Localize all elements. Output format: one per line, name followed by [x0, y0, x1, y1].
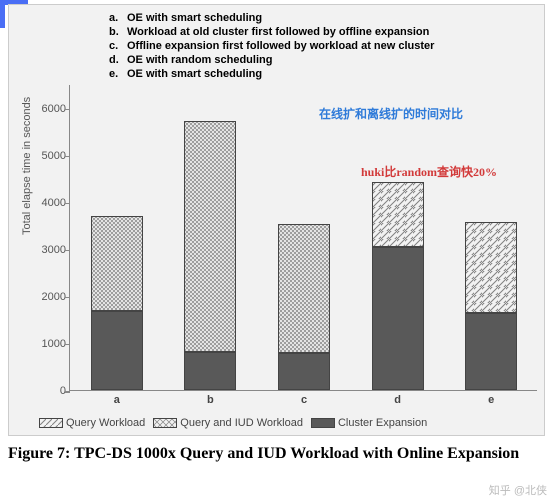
bar-seg-qiud — [184, 121, 236, 353]
ytick-label: 3000 — [42, 244, 66, 256]
figure-caption: Figure 7: TPC-DS 1000x Query and IUD Wor… — [8, 444, 538, 464]
legend-item: Cluster Expansion — [311, 417, 427, 429]
legend-label: Query and IUD Workload — [180, 417, 303, 429]
ytick-mark — [65, 250, 70, 252]
legend-item: Query Workload — [39, 417, 145, 429]
description-text: Offline expansion first followed by work… — [127, 40, 434, 52]
description-key: c. — [109, 39, 127, 53]
bar-seg-ce — [372, 247, 424, 390]
bar-seg-ce — [91, 311, 143, 390]
bar-seg-ce — [465, 313, 517, 390]
legend-label: Query Workload — [66, 417, 145, 429]
ytick-label: 5000 — [42, 150, 66, 162]
bar-b — [184, 84, 236, 390]
handwritten-annotation: 在线扩和离线扩的时间对比 — [319, 105, 463, 122]
y-axis-label: Total elapse time in seconds — [21, 97, 33, 235]
legend-swatch — [153, 418, 177, 428]
bar-seg-ce — [184, 352, 236, 390]
bar-a — [91, 84, 143, 390]
bar-seg-qw — [372, 182, 424, 247]
xtick-label: d — [372, 394, 424, 406]
bar-seg-qiud — [91, 216, 143, 311]
series-description-list: a.OE with smart schedulingb.Workload at … — [109, 11, 434, 81]
ytick-mark — [65, 203, 70, 205]
ytick-label: 1000 — [42, 338, 66, 350]
plot-area: 0100020003000400050006000abcde — [69, 85, 537, 391]
watermark: 知乎 @北侠 — [489, 482, 547, 498]
bar-seg-qiud — [278, 224, 330, 353]
xtick-label: e — [465, 394, 517, 406]
xtick-label: c — [278, 394, 330, 406]
bar-c — [278, 84, 330, 390]
legend: Query Workload Query and IUD Workload Clus… — [39, 417, 435, 429]
legend-label: Cluster Expansion — [338, 417, 427, 429]
description-row: e.OE with smart scheduling — [109, 67, 434, 81]
ytick-label: 2000 — [42, 291, 66, 303]
bar-e — [465, 84, 517, 390]
description-key: b. — [109, 25, 127, 39]
description-row: d.OE with random scheduling — [109, 53, 434, 67]
description-text: OE with smart scheduling — [127, 12, 262, 24]
description-row: c.Offline expansion first followed by wo… — [109, 39, 434, 53]
ytick-mark — [65, 156, 70, 158]
legend-swatch — [311, 418, 335, 428]
figure-container: a.OE with smart schedulingb.Workload at … — [0, 0, 553, 500]
description-text: Workload at old cluster first followed b… — [127, 26, 429, 38]
xtick-label: a — [91, 394, 143, 406]
xtick-label: b — [184, 394, 236, 406]
description-row: b.Workload at old cluster first followed… — [109, 25, 434, 39]
bar-seg-qw — [465, 222, 517, 312]
description-row: a.OE with smart scheduling — [109, 11, 434, 25]
description-key: a. — [109, 11, 127, 25]
description-key: d. — [109, 53, 127, 67]
ytick-mark — [65, 297, 70, 299]
bar-d — [372, 84, 424, 390]
description-text: OE with smart scheduling — [127, 68, 262, 80]
ytick-label: 4000 — [42, 197, 66, 209]
legend-item: Query and IUD Workload — [153, 417, 303, 429]
description-text: OE with random scheduling — [127, 54, 272, 66]
description-key: e. — [109, 67, 127, 81]
bar-seg-ce — [278, 353, 330, 390]
ytick-mark — [65, 344, 70, 346]
handwritten-annotation: huki比random查询快20% — [361, 163, 497, 180]
ytick-label: 6000 — [42, 103, 66, 115]
chart-panel: a.OE with smart schedulingb.Workload at … — [8, 4, 545, 436]
ytick-mark — [65, 109, 70, 111]
legend-swatch — [39, 418, 63, 428]
ytick-mark — [65, 391, 70, 393]
